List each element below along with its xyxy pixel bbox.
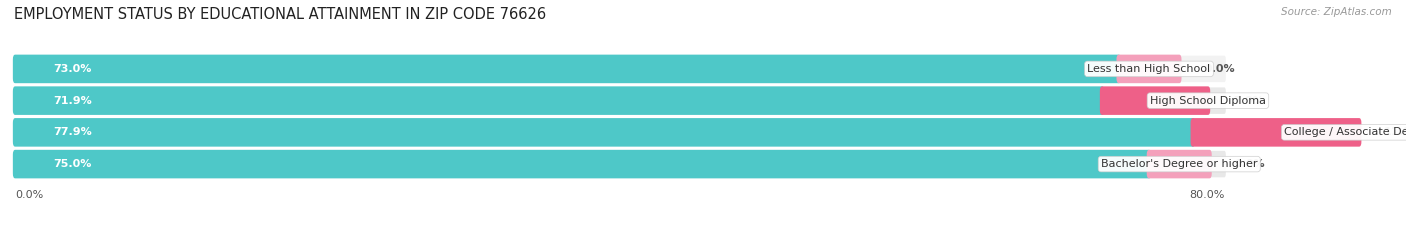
FancyBboxPatch shape xyxy=(1116,55,1181,83)
Text: 77.9%: 77.9% xyxy=(53,127,91,137)
FancyBboxPatch shape xyxy=(13,55,1227,83)
Text: High School Diploma: High School Diploma xyxy=(1150,96,1265,106)
Text: Source: ZipAtlas.com: Source: ZipAtlas.com xyxy=(1281,7,1392,17)
Text: Bachelor's Degree or higher: Bachelor's Degree or higher xyxy=(1101,159,1257,169)
FancyBboxPatch shape xyxy=(13,118,1227,147)
FancyBboxPatch shape xyxy=(1099,86,1211,115)
Text: 75.0%: 75.0% xyxy=(53,159,91,169)
Text: College / Associate Degree: College / Associate Degree xyxy=(1284,127,1406,137)
FancyBboxPatch shape xyxy=(13,150,1227,178)
FancyBboxPatch shape xyxy=(1147,150,1212,178)
FancyBboxPatch shape xyxy=(13,150,1152,178)
FancyBboxPatch shape xyxy=(13,55,1121,83)
Text: 0.0%: 0.0% xyxy=(1204,64,1234,74)
Text: 11.0%: 11.0% xyxy=(1384,127,1406,137)
Text: 0.0%: 0.0% xyxy=(1234,159,1265,169)
Text: 7.0%: 7.0% xyxy=(1233,96,1264,106)
Text: 71.9%: 71.9% xyxy=(53,96,91,106)
Text: EMPLOYMENT STATUS BY EDUCATIONAL ATTAINMENT IN ZIP CODE 76626: EMPLOYMENT STATUS BY EDUCATIONAL ATTAINM… xyxy=(14,7,546,22)
Text: 80.0%: 80.0% xyxy=(1189,190,1225,200)
Text: 0.0%: 0.0% xyxy=(15,190,44,200)
FancyBboxPatch shape xyxy=(13,86,1104,115)
FancyBboxPatch shape xyxy=(1191,118,1361,147)
FancyBboxPatch shape xyxy=(13,86,1227,115)
FancyBboxPatch shape xyxy=(13,118,1195,147)
Text: 73.0%: 73.0% xyxy=(53,64,91,74)
Text: Less than High School: Less than High School xyxy=(1087,64,1211,74)
